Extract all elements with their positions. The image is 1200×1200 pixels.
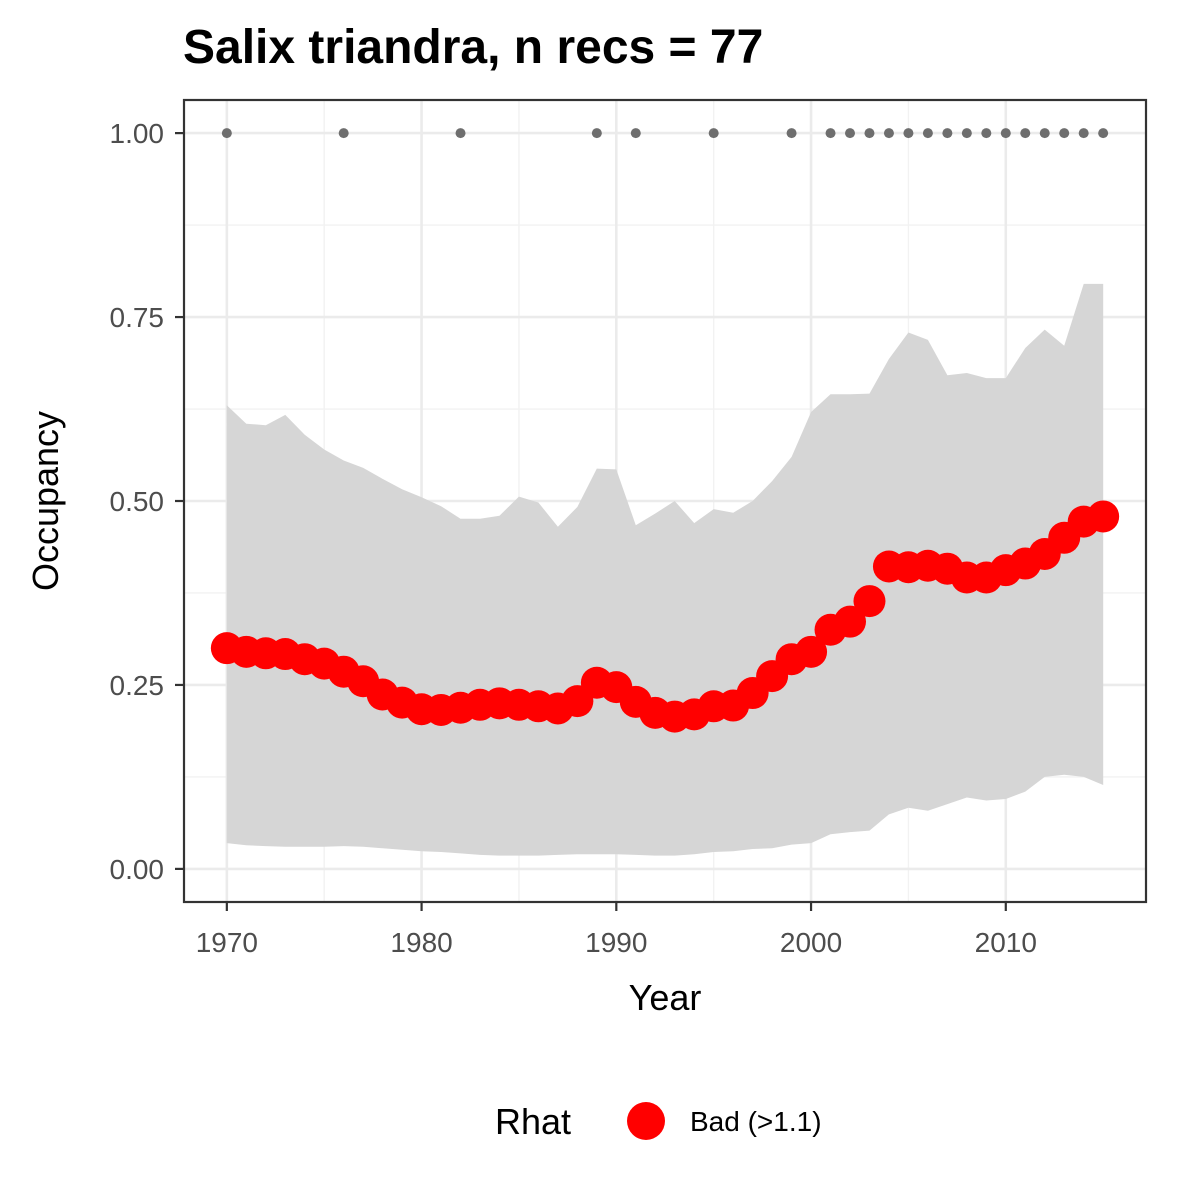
record-point	[922, 128, 933, 139]
record-point	[903, 128, 914, 139]
record-point	[1020, 128, 1031, 139]
occupancy-point	[1087, 500, 1120, 533]
record-point	[825, 128, 836, 139]
record-point	[1059, 128, 1070, 139]
legend-title: Rhat	[495, 1101, 571, 1142]
record-point	[845, 128, 855, 139]
legend-label-bad: Bad (>1.1)	[690, 1106, 822, 1137]
x-tick-label: 1970	[196, 927, 258, 958]
plot-panel	[182, 98, 1148, 904]
y-axis: 0.00 0.25 0.50 0.75 1.00	[110, 118, 184, 885]
y-tick-label: 0.25	[110, 670, 165, 701]
record-point	[1098, 128, 1109, 139]
record-point	[883, 128, 894, 139]
y-tick-label: 1.00	[110, 118, 165, 149]
record-point	[786, 128, 797, 139]
legend: Rhat Bad (>1.1)	[495, 1101, 822, 1142]
x-tick-label: 2010	[975, 927, 1037, 958]
record-point	[1000, 128, 1011, 139]
y-axis-title: Occupancy	[25, 411, 66, 591]
record-point	[1078, 128, 1089, 139]
record-point	[981, 128, 992, 139]
record-point	[591, 128, 602, 139]
record-point	[708, 128, 719, 139]
occupancy-point	[834, 605, 866, 638]
record-points	[221, 128, 1109, 139]
occupancy-points	[210, 500, 1120, 733]
occupancy-point	[795, 635, 828, 668]
record-point	[338, 128, 349, 139]
x-tick-label: 1980	[390, 927, 452, 958]
record-point	[942, 128, 953, 139]
x-axis: 1970 1980 1990 2000 2010	[196, 902, 1037, 958]
x-tick-label: 2000	[780, 927, 842, 958]
y-tick-label: 0.00	[110, 854, 165, 885]
occupancy-point	[853, 585, 886, 618]
chart-title: Salix triandra, n recs = 77	[183, 21, 763, 74]
x-tick-label: 1990	[585, 927, 647, 958]
record-point	[864, 128, 875, 139]
x-axis-title: Year	[629, 977, 702, 1018]
record-point	[1039, 128, 1050, 139]
record-point	[961, 128, 972, 139]
record-point	[455, 128, 466, 139]
legend-key-bad	[627, 1102, 665, 1140]
record-point	[221, 128, 232, 139]
y-tick-label: 0.75	[110, 302, 165, 333]
record-point	[630, 128, 641, 139]
y-tick-label: 0.50	[110, 486, 165, 517]
